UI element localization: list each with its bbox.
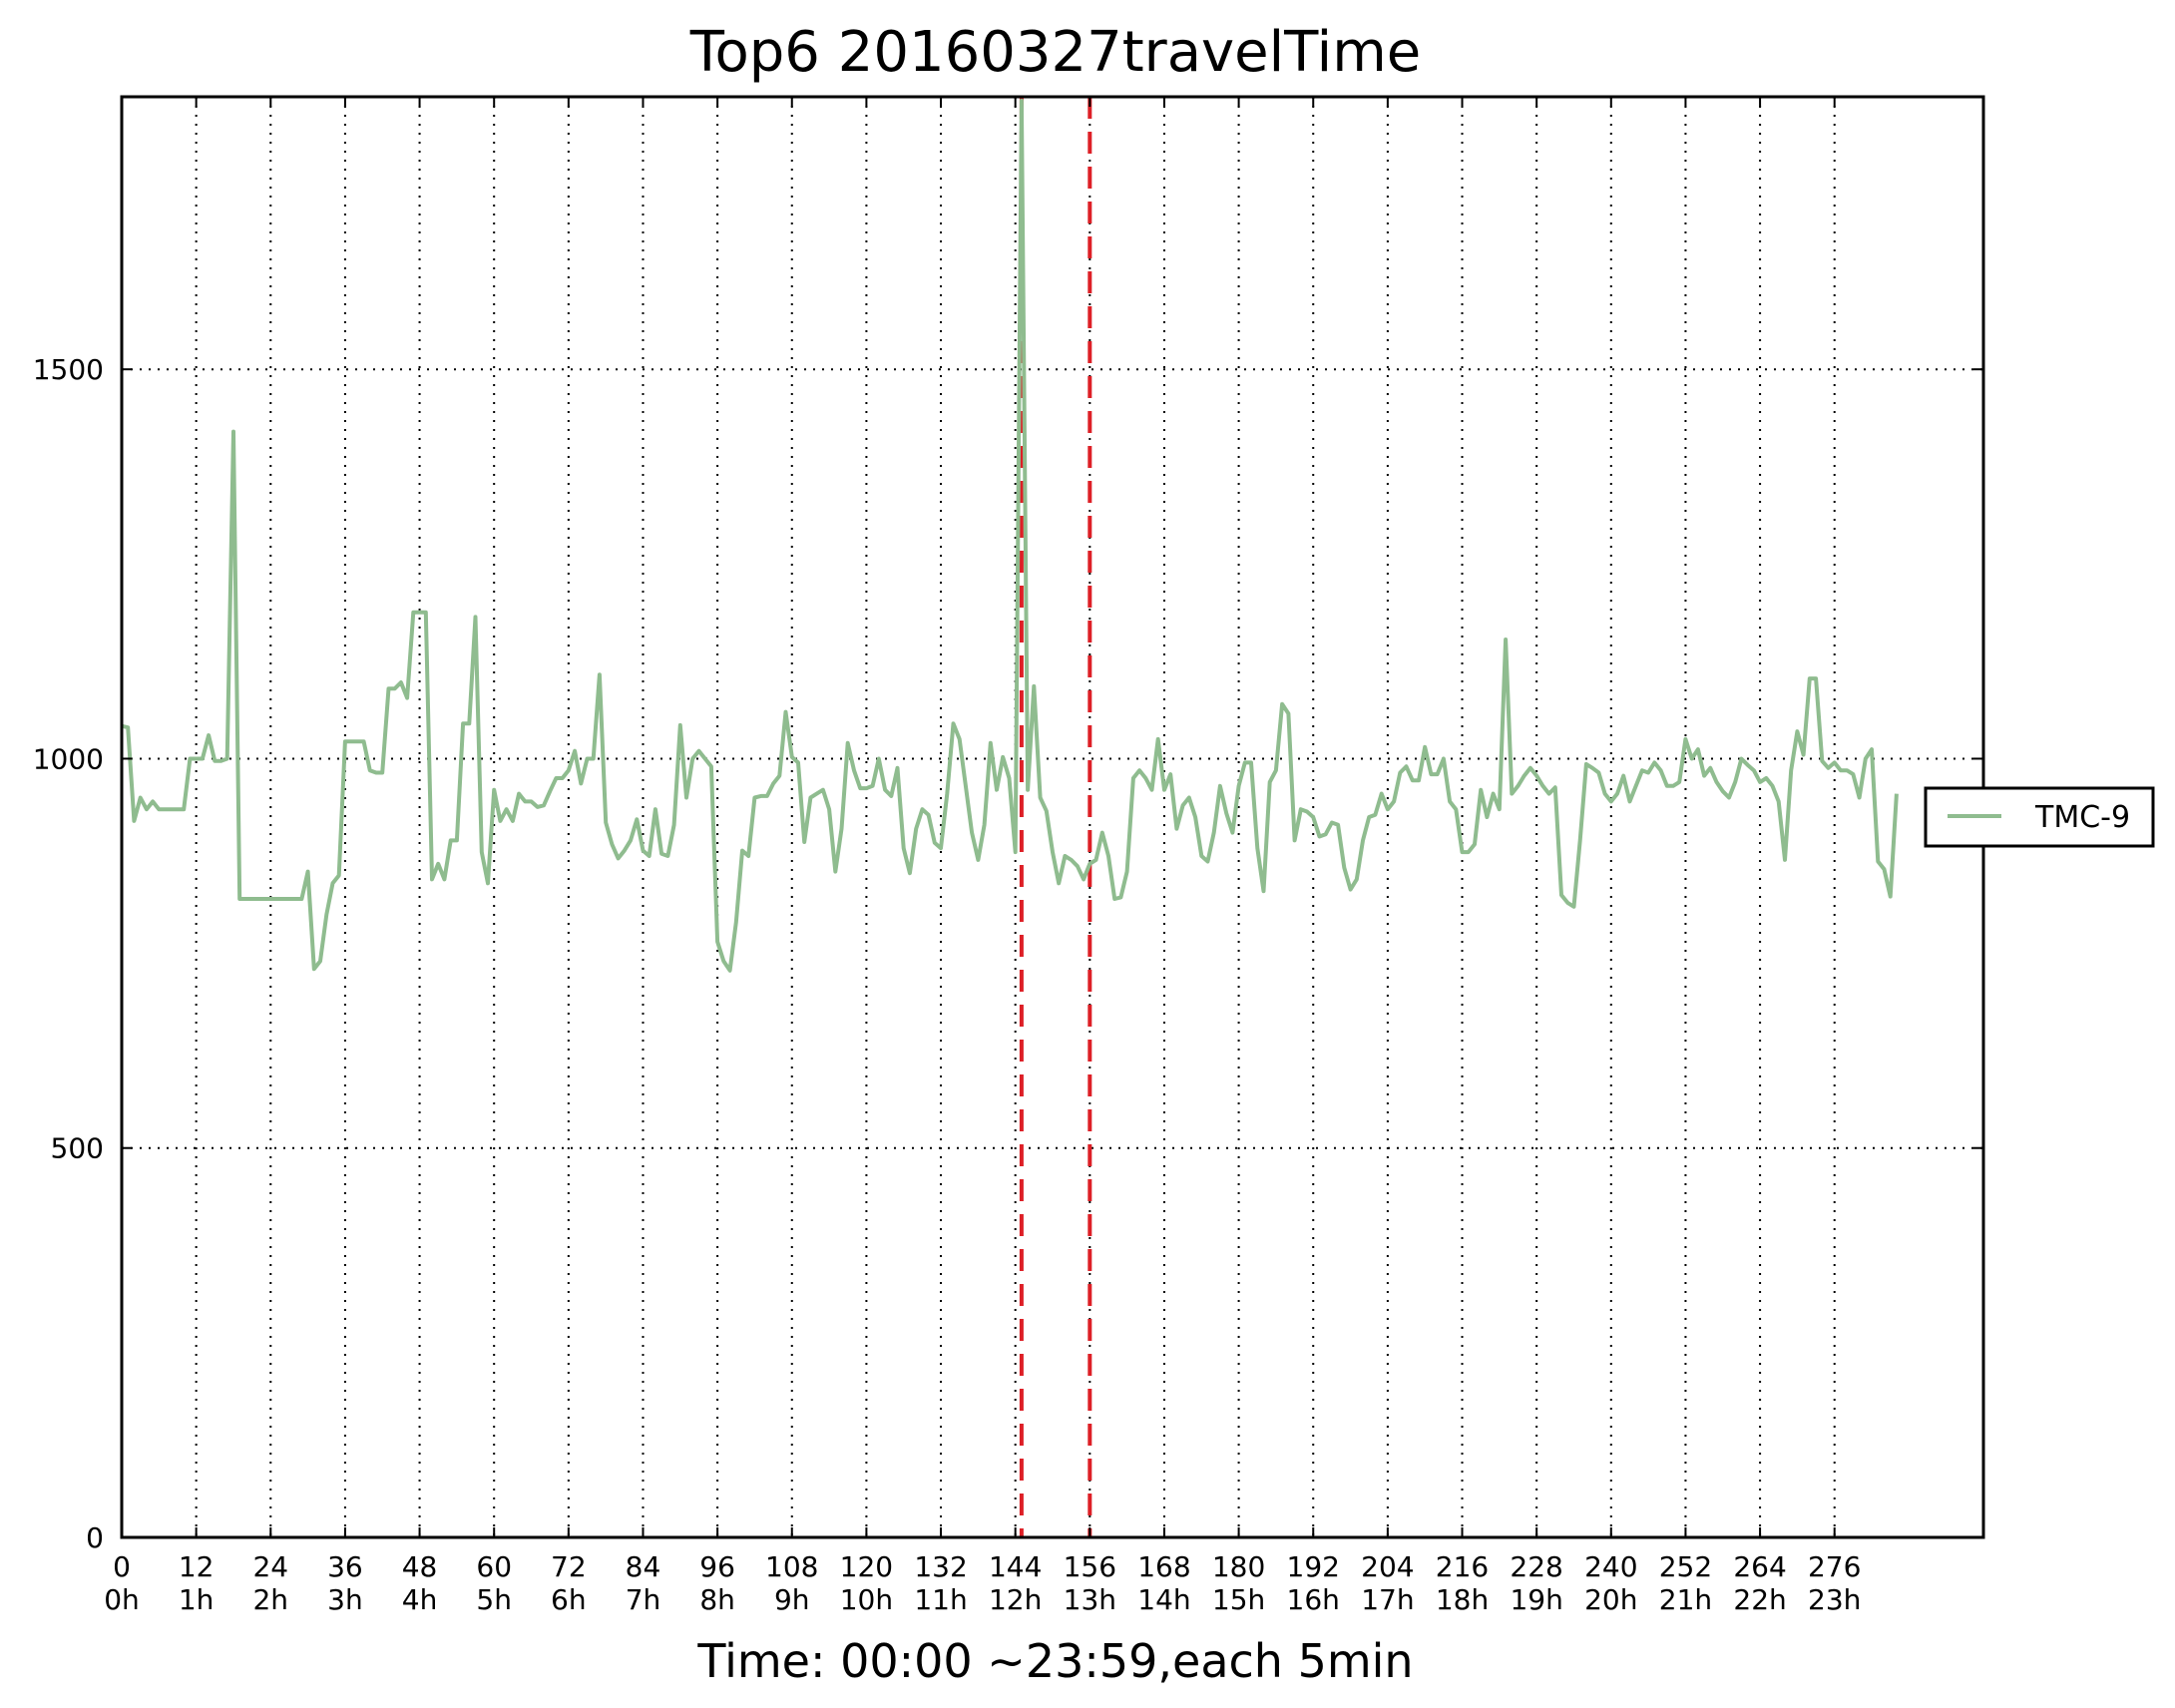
x-tick-sublabel: 13h	[1064, 1583, 1116, 1616]
y-tick-label: 0	[86, 1521, 104, 1554]
x-axis-label: Time: 00:00 ~23:59,each 5min	[696, 1634, 1413, 1688]
legend: TMC-9	[1924, 786, 2155, 848]
x-tick-label: 216	[1436, 1550, 1489, 1583]
x-tick-sublabel: 1h	[179, 1583, 215, 1616]
x-tick-sublabel: 6h	[551, 1583, 587, 1616]
y-tick-label: 500	[51, 1132, 104, 1165]
x-tick-sublabel: 2h	[252, 1583, 288, 1616]
grid-lines	[122, 97, 1983, 1537]
x-tick-sublabel: 5h	[476, 1583, 512, 1616]
x-tick-label: 228	[1510, 1550, 1562, 1583]
x-tick-label: 144	[989, 1550, 1042, 1583]
x-tick-label: 84	[626, 1550, 661, 1583]
x-tick-sublabel: 18h	[1436, 1583, 1489, 1616]
x-tick-sublabel: 3h	[327, 1583, 363, 1616]
x-tick-sublabel: 22h	[1733, 1583, 1786, 1616]
x-tick-label: 204	[1361, 1550, 1414, 1583]
x-tick-label: 180	[1212, 1550, 1265, 1583]
x-tick-label: 60	[476, 1550, 512, 1583]
x-tick-label: 264	[1733, 1550, 1786, 1583]
x-tick-label: 168	[1137, 1550, 1190, 1583]
reference-lines	[1019, 97, 1092, 1537]
legend-label-tmc-9: TMC-9	[2034, 800, 2130, 835]
x-tick-label: 276	[1808, 1550, 1861, 1583]
x-tick-label: 156	[1064, 1550, 1116, 1583]
x-tick-sublabel: 23h	[1808, 1583, 1861, 1616]
x-tick-sublabel: 4h	[402, 1583, 438, 1616]
series-layer	[121, 98, 1899, 973]
x-tick-label: 120	[840, 1550, 893, 1583]
x-tick-label: 252	[1659, 1550, 1712, 1583]
x-tick-sublabel: 0h	[104, 1583, 140, 1616]
x-tick-sublabel: 7h	[626, 1583, 661, 1616]
x-tick-sublabel: 21h	[1659, 1583, 1712, 1616]
x-tick-label: 132	[914, 1550, 967, 1583]
x-tick-label: 72	[551, 1550, 587, 1583]
x-tick-sublabel: 10h	[840, 1583, 893, 1616]
x-tick-label: 12	[179, 1550, 215, 1583]
axis-ticks	[121, 97, 1983, 1538]
series-line-tmc-9	[121, 98, 1899, 973]
x-tick-label: 240	[1584, 1550, 1637, 1583]
x-tick-sublabel: 12h	[989, 1583, 1042, 1616]
y-tick-label: 1000	[33, 742, 104, 775]
x-tick-label: 36	[327, 1550, 363, 1583]
x-tick-label: 192	[1287, 1550, 1340, 1583]
x-tick-sublabel: 14h	[1137, 1583, 1190, 1616]
x-tick-label: 0	[113, 1550, 131, 1583]
x-tick-label: 24	[252, 1550, 288, 1583]
y-tick-label: 1500	[33, 353, 104, 386]
x-tick-sublabel: 11h	[914, 1583, 967, 1616]
x-tick-sublabel: 19h	[1510, 1583, 1562, 1616]
x-tick-sublabel: 16h	[1287, 1583, 1340, 1616]
x-tick-label: 96	[699, 1550, 735, 1583]
x-tick-sublabel: 8h	[699, 1583, 735, 1616]
chart-title: Top6 20160327travelTime	[689, 20, 1421, 85]
x-tick-sublabel: 15h	[1212, 1583, 1265, 1616]
plot-frame	[120, 95, 1985, 1539]
x-tick-label: 48	[402, 1550, 438, 1583]
x-tick-label: 108	[765, 1550, 818, 1583]
x-tick-sublabel: 9h	[774, 1583, 810, 1616]
x-tick-sublabel: 20h	[1584, 1583, 1637, 1616]
x-tick-sublabel: 17h	[1361, 1583, 1414, 1616]
